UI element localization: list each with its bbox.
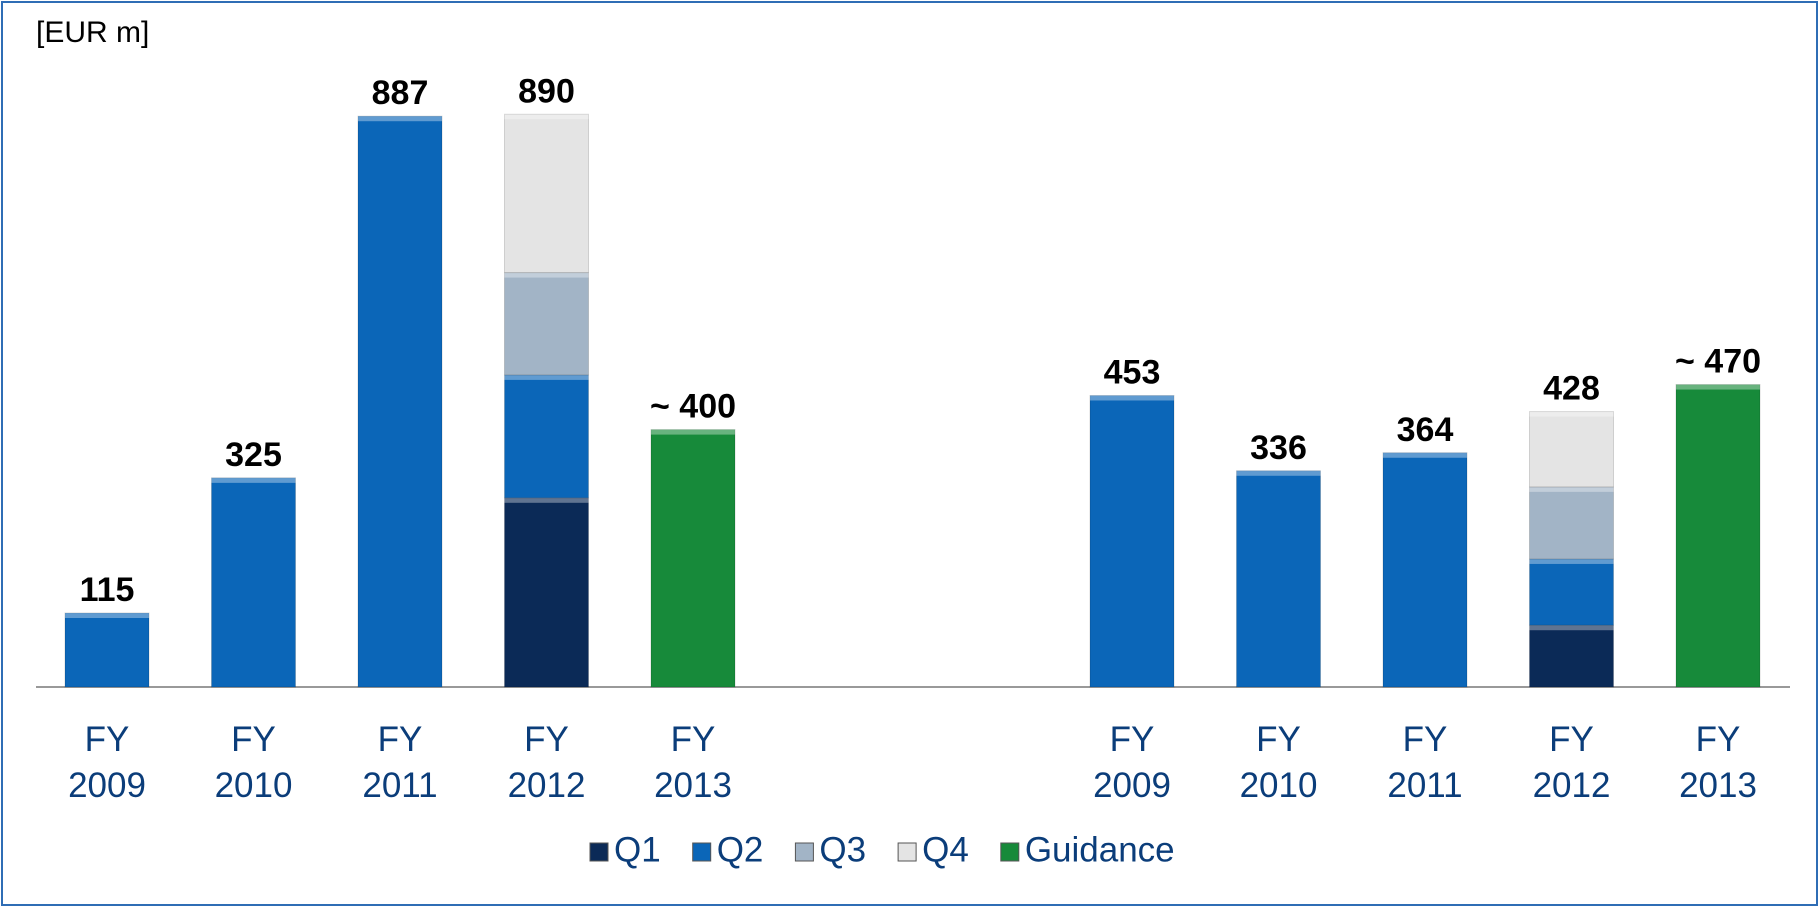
bar-segment — [1089, 394, 1175, 688]
legend-label: Q1 — [614, 830, 661, 869]
total-label: ~ 400 — [650, 388, 736, 426]
x-tick-label: FY 2013 — [1679, 720, 1757, 805]
bar-highlight — [211, 477, 296, 483]
total-label: 115 — [80, 571, 135, 609]
total-label: 887 — [372, 74, 429, 112]
x-tick-label: FY 2012 — [1532, 720, 1611, 805]
bar-highlight — [504, 374, 589, 380]
bar-segment — [1382, 452, 1468, 688]
total-label: ~ 470 — [1675, 343, 1761, 381]
total-label: 336 — [1250, 429, 1307, 467]
x-tick-label: FY 2013 — [654, 720, 732, 805]
legend-swatch — [692, 842, 712, 862]
x-tick-label: FY 2010 — [214, 720, 293, 805]
bar-segment — [211, 477, 296, 688]
total-label: 364 — [1397, 411, 1454, 449]
bar-segment — [1529, 411, 1614, 488]
bar-segment — [504, 113, 589, 274]
bar-segment — [64, 612, 150, 688]
bar-segment — [1529, 558, 1614, 626]
bar-highlight — [1529, 625, 1614, 631]
bar-segment — [357, 115, 443, 688]
legend-label: Q4 — [922, 830, 969, 869]
bar-highlight — [1529, 558, 1614, 564]
legend-swatch — [1000, 842, 1020, 862]
bar-segment — [1675, 384, 1761, 688]
bar-highlight — [1529, 486, 1614, 492]
legend-swatch — [589, 842, 609, 862]
x-tick-label: FY 2011 — [1387, 720, 1463, 805]
bar-highlight — [1236, 470, 1321, 476]
unit-label: [EUR m] — [36, 16, 149, 49]
bar-highlight — [504, 497, 589, 503]
total-label: 325 — [225, 436, 282, 474]
bar-segment — [1236, 470, 1321, 688]
x-tick-label: FY 2009 — [1093, 720, 1171, 805]
x-tick-label: FY 2009 — [68, 720, 146, 805]
bar-highlight — [65, 612, 149, 618]
legend-label: Q3 — [819, 830, 866, 869]
bar-segment — [650, 429, 736, 688]
x-tick-label: FY 2011 — [362, 720, 438, 805]
bar-highlight — [504, 272, 589, 278]
x-tick-label: FY 2010 — [1239, 720, 1318, 805]
bar-segment — [1529, 486, 1614, 560]
legend-label: Guidance — [1025, 830, 1175, 869]
bar-segment — [504, 272, 589, 376]
legend-swatch — [897, 842, 917, 862]
bar-segment — [1529, 624, 1614, 688]
bar-highlight — [1090, 395, 1174, 401]
x-tick-label: FY 2012 — [507, 720, 586, 805]
bar-highlight — [1676, 384, 1760, 390]
legend-swatch — [794, 842, 814, 862]
total-label: 453 — [1104, 353, 1161, 391]
legend-label: Q2 — [717, 830, 764, 869]
bar-highlight — [358, 116, 442, 122]
bar-highlight — [1383, 452, 1467, 458]
bar-highlight — [1529, 411, 1614, 417]
total-label: 428 — [1543, 370, 1600, 408]
total-label: 890 — [518, 72, 575, 110]
bar-segment — [504, 497, 589, 688]
bar-segment — [504, 374, 589, 499]
bar-highlight — [651, 429, 735, 435]
bar-highlight — [504, 114, 589, 120]
